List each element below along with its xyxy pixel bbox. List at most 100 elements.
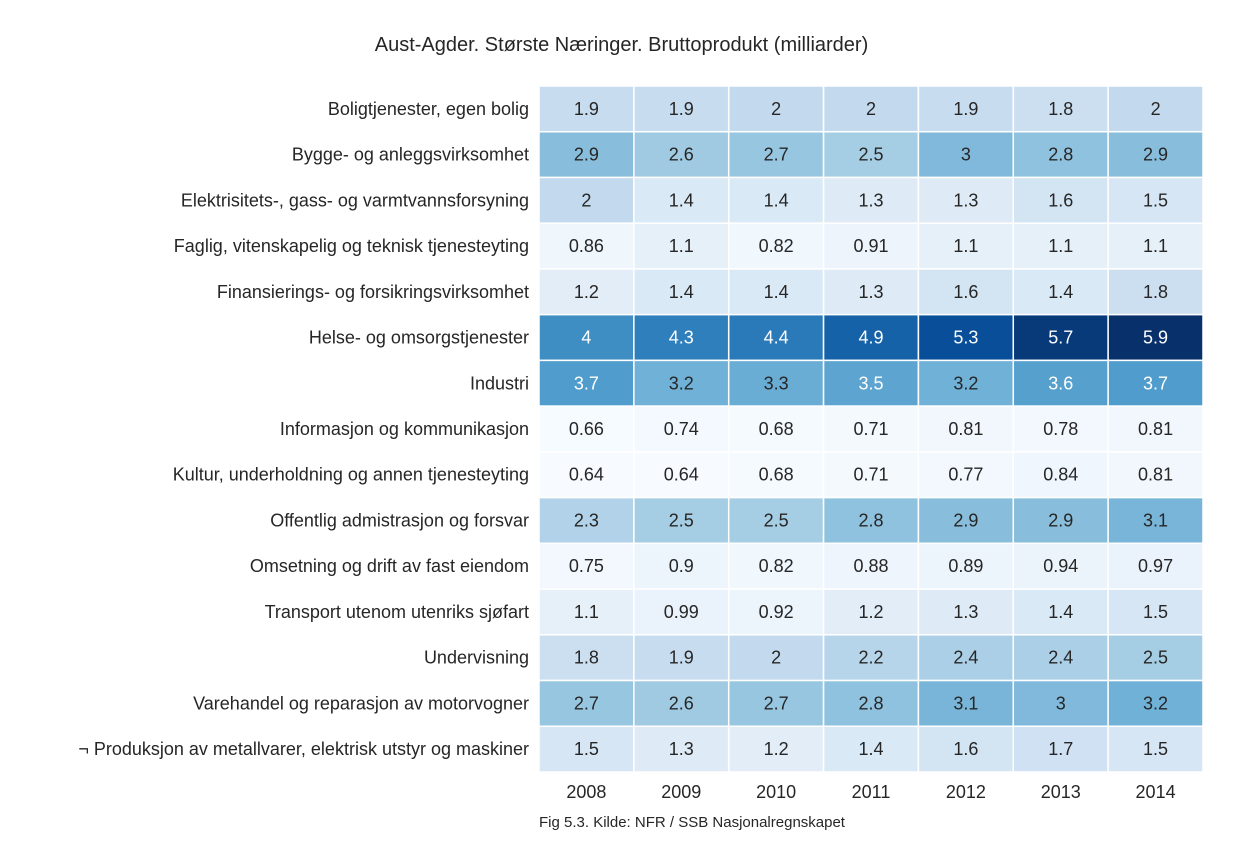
heatmap-cell-value: 1.2 bbox=[574, 282, 599, 302]
column-label: 2014 bbox=[1136, 782, 1176, 802]
row-label: Omsetning og drift av fast eiendom bbox=[250, 556, 529, 576]
heatmap-cell-value: 2.9 bbox=[1048, 510, 1073, 530]
heatmap-cell-value: 1.1 bbox=[953, 236, 978, 256]
heatmap-cell bbox=[822, 679, 920, 728]
heatmap-cell-value: 1.3 bbox=[953, 190, 978, 210]
heatmap-cell bbox=[1012, 542, 1109, 590]
heatmap-cell bbox=[1107, 679, 1204, 728]
heatmap-cell-value: 1.4 bbox=[669, 282, 694, 302]
heatmap-cell bbox=[538, 634, 635, 682]
heatmap-cell bbox=[633, 359, 730, 407]
heatmap-cell-value: 0.92 bbox=[759, 602, 794, 622]
heatmap-cell-value: 2.8 bbox=[1048, 145, 1073, 165]
heatmap-cell bbox=[917, 268, 1015, 316]
heatmap-cell bbox=[727, 542, 825, 590]
heatmap-cell bbox=[917, 405, 1015, 453]
heatmap-cell-value: 1.1 bbox=[669, 236, 694, 256]
heatmap-cell bbox=[727, 451, 825, 499]
heatmap-cell bbox=[822, 130, 920, 179]
heatmap-cell bbox=[1107, 725, 1204, 773]
heatmap-cell-value: 1.9 bbox=[574, 99, 599, 119]
heatmap-cell-value: 1.7 bbox=[1048, 739, 1073, 759]
heatmap-cell-value: 3 bbox=[1056, 693, 1066, 713]
heatmap-cell-value: 1.1 bbox=[574, 602, 599, 622]
heatmap-cell-value: 2.9 bbox=[574, 145, 599, 165]
heatmap-cell-value: 5.3 bbox=[953, 328, 978, 348]
heatmap-cell-value: 0.77 bbox=[948, 465, 983, 485]
heatmap-cell bbox=[917, 725, 1015, 773]
heatmap-cell bbox=[538, 268, 635, 316]
heatmap-cell-value: 1.6 bbox=[1048, 190, 1073, 210]
row-label: Boligtjenester, egen bolig bbox=[328, 99, 529, 119]
heatmap-cell-value: 0.74 bbox=[664, 419, 699, 439]
heatmap-cell-value: 1.5 bbox=[1143, 602, 1168, 622]
heatmap-cell bbox=[538, 176, 635, 224]
heatmap-cell-value: 1.5 bbox=[1143, 190, 1168, 210]
heatmap-cell-value: 2.7 bbox=[764, 693, 789, 713]
row-label: Varehandel og reparasjon av motorvogner bbox=[193, 693, 529, 713]
heatmap-cell-value: 1.6 bbox=[953, 282, 978, 302]
heatmap-cell bbox=[1012, 268, 1109, 316]
column-label: 2008 bbox=[566, 782, 606, 802]
heatmap-cell bbox=[822, 313, 920, 362]
heatmap-cell-value: 0.89 bbox=[948, 556, 983, 576]
heatmap-cell bbox=[633, 725, 730, 773]
heatmap-cell bbox=[1107, 130, 1204, 179]
heatmap-cell bbox=[1107, 451, 1204, 499]
heatmap-cell-value: 0.68 bbox=[759, 465, 794, 485]
heatmap-cell-value: 1.4 bbox=[764, 190, 789, 210]
heatmap-cell bbox=[727, 313, 825, 362]
row-label: Informasjon og kommunikasjon bbox=[280, 419, 529, 439]
heatmap-cell bbox=[633, 405, 730, 453]
column-labels: 2008 2009 2010 2011 2012 2013 2014 bbox=[566, 782, 1175, 802]
heatmap-cell-value: 0.97 bbox=[1138, 556, 1173, 576]
heatmap-cell bbox=[727, 268, 825, 316]
heatmap-cell-labels: 1.9 1.9 2 2 1.9 1.8 2 2.9 2.6 2.7 2.5 3 2.8 2.9 2 1.4 1.… bbox=[569, 99, 1173, 759]
heatmap-cell-value: 3 bbox=[961, 145, 971, 165]
row-label: Elektrisitets-, gass- og varmtvannsforsy… bbox=[181, 190, 529, 210]
heatmap-cell-value: 1.9 bbox=[669, 648, 694, 668]
heatmap-cell-value: 1.4 bbox=[1048, 602, 1073, 622]
heatmap-cell-value: 1.4 bbox=[669, 190, 694, 210]
heatmap-cell-value: 1.9 bbox=[669, 99, 694, 119]
heatmap-cell-value: 2.4 bbox=[953, 648, 978, 668]
heatmap-cell-value: 1.3 bbox=[953, 602, 978, 622]
heatmap-cell-value: 2 bbox=[771, 99, 781, 119]
heatmap-cell bbox=[822, 359, 920, 407]
row-label: Bygge- og anleggsvirksomhet bbox=[292, 145, 529, 165]
heatmap-cell bbox=[1012, 130, 1109, 179]
heatmap-cell bbox=[1012, 451, 1109, 499]
heatmap-cell-value: 1.3 bbox=[669, 739, 694, 759]
heatmap-cell bbox=[917, 542, 1015, 590]
heatmap-cell bbox=[917, 634, 1015, 682]
heatmap-cell-value: 0.81 bbox=[1138, 419, 1173, 439]
heatmap-cell-value: 2 bbox=[1151, 99, 1161, 119]
heatmap-cell-value: 0.64 bbox=[664, 465, 699, 485]
heatmap-cell-value: 4 bbox=[581, 328, 591, 348]
heatmap-cell bbox=[727, 725, 825, 773]
row-label: Finansierings- og forsikringsvirksomhet bbox=[217, 282, 529, 302]
heatmap-cell-value: 0.99 bbox=[664, 602, 699, 622]
heatmap-cell bbox=[727, 679, 825, 728]
row-labels: Boligtjenester, egen bolig Bygge- og anle… bbox=[78, 99, 529, 759]
row-label: Offentlig admistrasjon og forsvar bbox=[270, 510, 529, 530]
heatmap-cell-value: 0.94 bbox=[1043, 556, 1078, 576]
heatmap-cell-value: 3.2 bbox=[1143, 693, 1168, 713]
heatmap-cell-value: 4.9 bbox=[858, 328, 883, 348]
heatmap-cell-value: 0.71 bbox=[853, 419, 888, 439]
heatmap-cell bbox=[822, 222, 920, 270]
heatmap-cell-value: 2.5 bbox=[1143, 648, 1168, 668]
heatmap-cell-value: 1.3 bbox=[858, 190, 883, 210]
heatmap-cell-value: 2.7 bbox=[764, 145, 789, 165]
heatmap-cell bbox=[538, 405, 635, 453]
heatmap-cell-value: 3.1 bbox=[1143, 510, 1168, 530]
row-label: Undervisning bbox=[424, 648, 529, 668]
heatmap-cell-value: 1.4 bbox=[764, 282, 789, 302]
heatmap-cell-value: 2.5 bbox=[764, 510, 789, 530]
column-label: 2012 bbox=[946, 782, 986, 802]
heatmap-cell bbox=[1107, 268, 1204, 316]
heatmap-cell bbox=[822, 268, 920, 316]
column-label: 2013 bbox=[1041, 782, 1081, 802]
heatmap-cell bbox=[538, 359, 635, 407]
heatmap-cell-value: 3.7 bbox=[1143, 373, 1168, 393]
